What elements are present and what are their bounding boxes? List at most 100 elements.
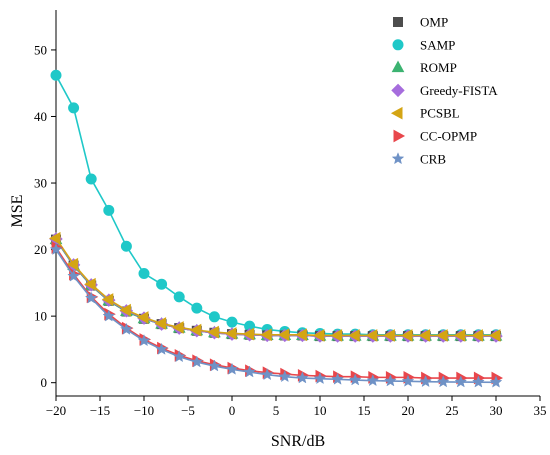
x-tick-label: −15 [90, 403, 110, 418]
data-point-pcsbl [154, 317, 167, 330]
x-tick-label: 30 [490, 403, 503, 418]
data-point-pcsbl [136, 311, 149, 324]
data-point-pcsbl [400, 329, 413, 342]
data-point-pcsbl [277, 328, 290, 342]
y-axis-title: MSE [9, 195, 26, 228]
legend-marker-samp [392, 39, 404, 51]
data-point-pcsbl [260, 328, 272, 342]
data-point-crb [331, 372, 344, 385]
legend-item-crb: CRB [391, 151, 446, 166]
x-tick-label: 15 [358, 403, 371, 418]
y-tick-label: 10 [34, 309, 47, 324]
legend-item-samp: SAMP [392, 37, 455, 52]
data-point-crb [436, 375, 450, 388]
x-tick-label: 5 [273, 403, 280, 418]
data-point-crb [366, 374, 380, 387]
data-point-crb [454, 375, 468, 388]
data-point-pcsbl [224, 327, 237, 340]
data-point-samp [50, 69, 62, 81]
data-point-crb [137, 334, 151, 347]
data-point-crb [313, 372, 327, 385]
y-tick-label: 30 [34, 176, 47, 191]
data-point-crb [190, 355, 204, 368]
x-axis-title: SNR/dB [271, 433, 325, 450]
data-point-samp [68, 102, 80, 114]
data-point-pcsbl [365, 329, 378, 342]
data-point-pcsbl [101, 293, 114, 306]
x-tick-label: 0 [229, 403, 236, 418]
data-point-samp [103, 204, 115, 216]
data-point-crb [84, 291, 98, 304]
data-point-crb [225, 362, 239, 375]
data-point-samp [173, 291, 185, 303]
legend-label-romp: ROMP [420, 60, 457, 75]
legend-marker-crb [391, 152, 405, 165]
data-point-pcsbl [436, 329, 448, 342]
data-point-crb [384, 374, 397, 387]
data-point-pcsbl [119, 303, 131, 317]
data-point-samp [85, 173, 97, 185]
data-point-pcsbl [242, 327, 255, 341]
data-point-samp [226, 316, 238, 328]
data-point-crb [172, 350, 186, 363]
y-tick-label: 0 [41, 375, 48, 390]
data-point-crb [243, 365, 256, 378]
data-point-crb [472, 375, 485, 388]
x-tick-label: 25 [446, 403, 459, 418]
data-point-pcsbl [48, 231, 61, 245]
data-point-crb [102, 309, 116, 322]
axes: −20 −15 −10 −5 0 5 10 15 20 25 30 35 0 10 20 30 40 50 [34, 10, 547, 418]
legend-marker-pcsbl [390, 106, 403, 120]
data-point-samp [138, 268, 150, 280]
data-point-pcsbl [418, 329, 431, 342]
legend-label-cc-opmp: CC-OPMP [420, 129, 477, 144]
y-tick-label: 50 [34, 42, 47, 57]
data-point-pcsbl [84, 277, 96, 291]
legend-label-pcsbl: PCSBL [420, 106, 460, 121]
data-point-pcsbl [207, 325, 219, 339]
data-point-crb [208, 359, 221, 372]
data-point-samp [191, 302, 203, 314]
data-point-pcsbl [383, 329, 395, 342]
x-tick-label: 35 [534, 403, 547, 418]
series-pcsbl [48, 231, 501, 342]
series-layer [48, 69, 504, 388]
data-point-pcsbl [348, 329, 360, 342]
legend-marker-cc-opmp [393, 129, 406, 143]
x-tick-label: −10 [134, 403, 154, 418]
x-tick-label: 20 [402, 403, 415, 418]
data-point-pcsbl [189, 323, 202, 337]
data-point-pcsbl [488, 329, 501, 342]
legend-label-omp: OMP [420, 15, 448, 30]
x-tick-label: −20 [46, 403, 66, 418]
legend-item-greedy-fista: Greedy-FISTA [391, 83, 498, 98]
legend-item-pcsbl: PCSBL [390, 106, 460, 121]
data-point-pcsbl [66, 257, 79, 271]
series-crb [49, 242, 503, 388]
data-point-crb [489, 375, 503, 388]
data-point-samp [156, 278, 168, 290]
data-point-pcsbl [295, 328, 307, 342]
data-point-crb [155, 342, 168, 355]
data-point-samp [208, 311, 220, 323]
data-point-pcsbl [453, 329, 466, 342]
legend: OMP SAMP ROMP Greedy-FISTA PCSBL CC-OPMP CRB [390, 15, 498, 166]
legend-label-samp: SAMP [420, 37, 455, 52]
data-point-crb [348, 373, 362, 386]
legend-marker-greedy-fista [391, 83, 405, 98]
data-point-pcsbl [330, 329, 343, 342]
legend-item-omp: OMP [393, 15, 448, 30]
data-point-pcsbl [471, 329, 483, 342]
data-point-crb [296, 371, 309, 384]
legend-item-cc-opmp: CC-OPMP [393, 129, 477, 144]
data-point-crb [278, 370, 292, 383]
data-point-crb [49, 242, 63, 255]
x-tick-label: 10 [314, 403, 327, 418]
y-tick-label: 20 [34, 242, 47, 257]
x-tick-label: −5 [181, 403, 195, 418]
data-point-crb [419, 375, 432, 388]
legend-item-romp: ROMP [391, 60, 457, 75]
data-point-crb [260, 368, 274, 381]
data-point-crb [401, 374, 415, 387]
